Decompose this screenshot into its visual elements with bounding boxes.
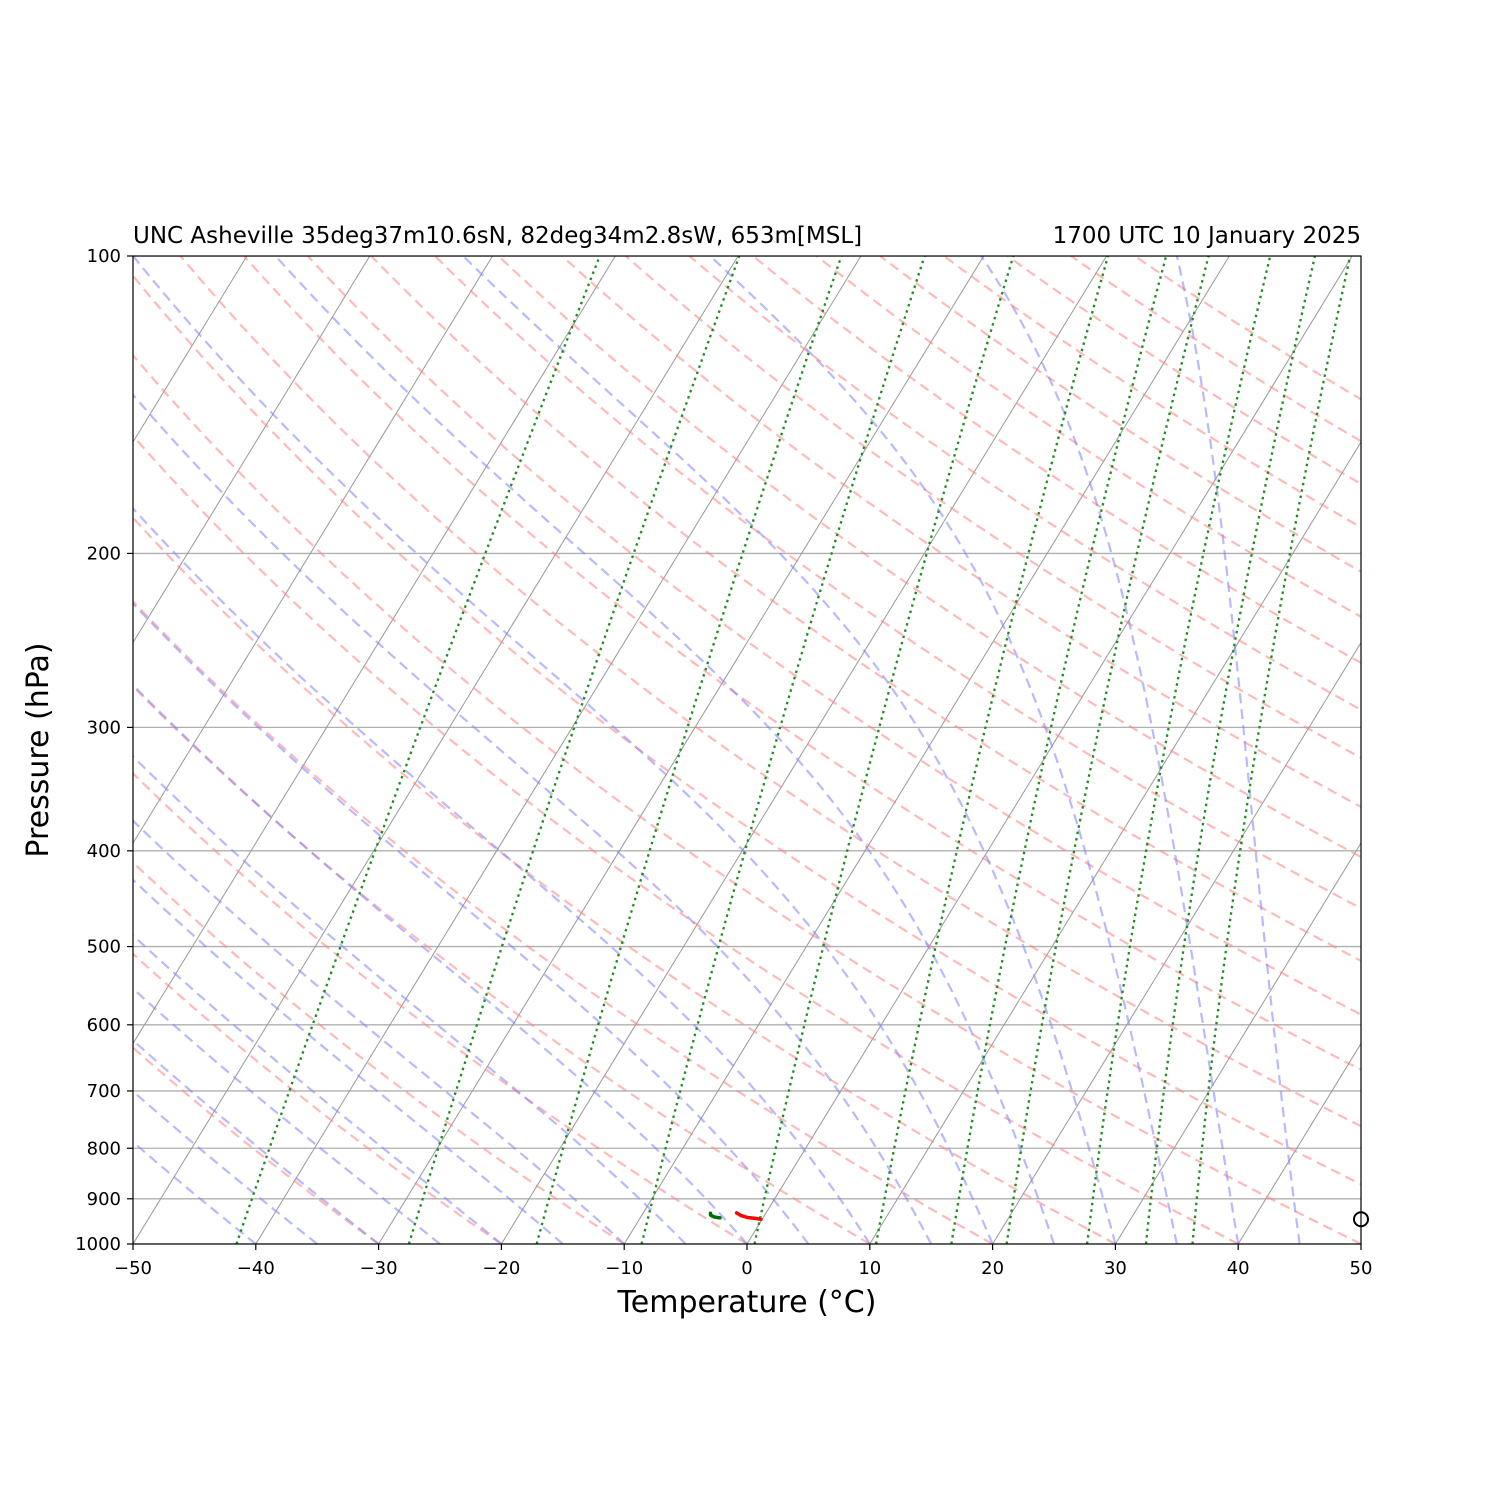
y-tick-label: 800 — [87, 1138, 121, 1159]
y-tick-label: 1000 — [75, 1234, 121, 1255]
moist-adiabat-15 — [133, 393, 933, 1244]
chart-title-right: 1700 UTC 10 January 2025 — [1053, 223, 1361, 249]
y-tick-label: 100 — [87, 246, 121, 267]
moist-adiabat-10 — [133, 506, 871, 1244]
background-lines — [133, 256, 1361, 1244]
mixing-ratio-0.001 — [535, 256, 843, 1244]
dry-adiabat-200 — [1006, 256, 1361, 486]
x-tick-label: 20 — [981, 1258, 1004, 1279]
dry-adiabat-120 — [497, 256, 1361, 859]
dewpoint-trace — [708, 1211, 722, 1220]
isotherm--50 — [133, 256, 739, 1244]
x-tick-label: 30 — [1104, 1258, 1127, 1279]
isotherm--10 — [623, 256, 1230, 1244]
moist-adiabat-30 — [462, 256, 1117, 1244]
chart-title-left: UNC Asheville 35deg37m10.6sN, 82deg34m2.… — [133, 223, 862, 249]
dry-adiabat-180 — [879, 256, 1361, 573]
isotherm-20 — [992, 641, 1361, 1244]
x-tick-label: −10 — [605, 1258, 643, 1279]
sounding-traces — [708, 1211, 763, 1222]
mixing-ratio-0.04 — [1191, 256, 1352, 1244]
moist-adiabat-35 — [709, 256, 1178, 1244]
surface-marker-group — [1353, 1211, 1369, 1228]
x-tick-label: 40 — [1227, 1258, 1250, 1279]
x-axis-label: Temperature (°C) — [617, 1285, 877, 1320]
y-tick-label: 900 — [87, 1189, 121, 1210]
isotherm--40 — [255, 256, 862, 1244]
dry-adiabat-70 — [179, 256, 1361, 1128]
mixing-ratio-0.004 — [753, 256, 1015, 1244]
moist-adiabat-40 — [980, 256, 1240, 1244]
dry-adiabat-0 — [133, 771, 748, 1244]
y-tick-label: 200 — [87, 543, 121, 564]
temperature-trace — [734, 1211, 763, 1222]
dry-adiabat-40 — [133, 434, 1239, 1244]
x-tick-label: 10 — [858, 1258, 881, 1279]
moist-adiabat-25 — [274, 256, 1056, 1244]
dry-adiabat-80 — [243, 256, 1361, 1071]
x-tick-label: 50 — [1350, 1258, 1373, 1279]
isotherm-30 — [1114, 842, 1361, 1244]
x-tick-label: −40 — [237, 1258, 275, 1279]
dry-adiabat-110 — [434, 256, 1361, 910]
moist-adiabat--20 — [133, 933, 503, 1244]
x-tick-label: −30 — [360, 1258, 398, 1279]
axis-ticks: −50 −40 −30 −20 −10 0 10 20 30 40 50 1000 900 800 700 6… — [75, 246, 1372, 1279]
isotherm--80 — [133, 256, 371, 644]
y-tick-label: 400 — [87, 841, 121, 862]
moist-adiabat--15 — [133, 878, 564, 1244]
y-tick-label: 300 — [87, 717, 121, 738]
y-tick-label: 700 — [87, 1081, 121, 1102]
dry-adiabat--20 — [133, 952, 503, 1244]
mixing-ratio-0.032 — [1144, 256, 1317, 1244]
x-tick-label: 0 — [741, 1258, 752, 1279]
moist-adiabat-0 — [133, 683, 748, 1244]
y-tick-label: 500 — [87, 937, 121, 958]
isotherm-40 — [1237, 1042, 1361, 1244]
surface-marker — [1353, 1211, 1369, 1228]
moist-adiabat--5 — [133, 754, 687, 1244]
dry-adiabat-130 — [561, 256, 1361, 809]
dry-adiabat-100 — [370, 256, 1361, 963]
mixing-ratio-0.0004 — [407, 256, 741, 1244]
isotherm--20 — [500, 256, 1107, 1244]
moist-adiabat--30 — [133, 1038, 380, 1244]
x-tick-label: −20 — [482, 1258, 520, 1279]
isotherm--70 — [133, 256, 493, 844]
y-axis-label: Pressure (hPa) — [21, 642, 56, 857]
dry-adiabat-210 — [1070, 256, 1361, 443]
dry-adiabat-190 — [943, 256, 1361, 529]
mixing-ratio-0.016 — [1005, 256, 1210, 1244]
moist-adiabat-20 — [133, 256, 994, 1244]
isotherm--90 — [133, 256, 248, 443]
dry-adiabat-50 — [133, 353, 1361, 1244]
isotherm--60 — [133, 256, 616, 1045]
y-tick-label: 600 — [87, 1015, 121, 1036]
isotherm-10 — [869, 441, 1361, 1244]
x-tick-label: −50 — [114, 1258, 152, 1279]
mixing-ratio-0.002 — [640, 256, 926, 1244]
dry-adiabat-140 — [625, 256, 1361, 760]
moist-adiabat-45 — [1175, 256, 1301, 1244]
moist-adiabat-5 — [133, 601, 810, 1244]
moist-adiabat--25 — [133, 987, 441, 1244]
isotherm-0 — [746, 256, 1353, 1244]
